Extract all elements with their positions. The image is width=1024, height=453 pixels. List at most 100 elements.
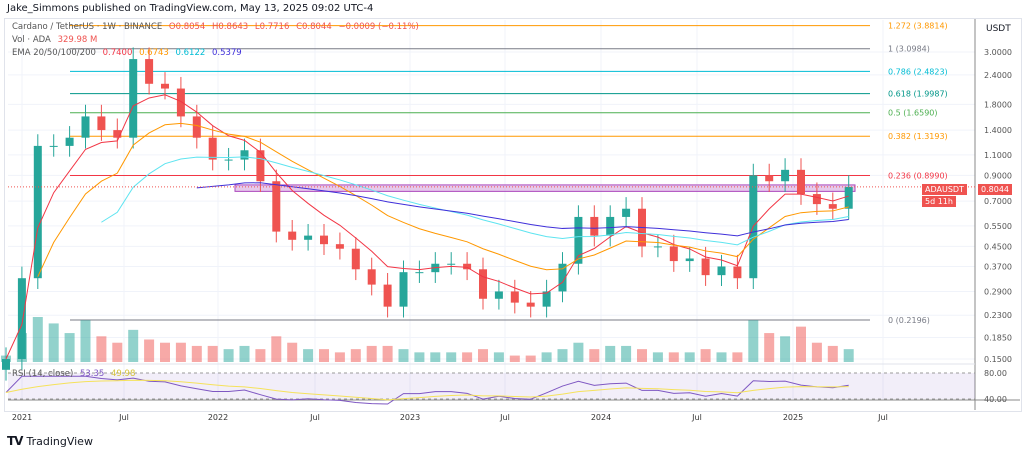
fib-label: 0 (0.2196)	[888, 316, 930, 325]
candle-body	[558, 263, 567, 292]
open-value: O0.8054	[168, 22, 206, 32]
candle-body	[17, 278, 26, 359]
ema50-value: 0.6743	[139, 48, 169, 58]
volume-bar	[303, 349, 314, 362]
y-tick-label: 0.2300	[984, 311, 1012, 320]
symbol-legend: Cardano / TetherUS · 1W · BINANCE O0.805…	[12, 22, 423, 32]
volume-bar	[843, 349, 854, 362]
y-tick-label: 0.7000	[984, 197, 1012, 206]
candle-body	[288, 231, 297, 240]
candle-body	[494, 291, 503, 299]
ema-line	[5, 94, 849, 360]
ema-line	[37, 122, 849, 277]
volume-bar	[764, 333, 775, 362]
ema-line	[196, 182, 849, 237]
candle-body	[2, 359, 10, 370]
resistance-zone	[234, 184, 856, 192]
volume-bar	[605, 345, 616, 362]
candle-body	[351, 248, 360, 270]
volume-bar	[589, 349, 600, 362]
volume-bar	[160, 342, 170, 362]
volume-bar	[493, 352, 504, 362]
volume-bar	[144, 339, 155, 362]
candle-body	[161, 83, 169, 89]
symbol-name[interactable]: Cardano / TetherUS · 1W · BINANCE	[12, 22, 163, 32]
volume-bar	[525, 355, 536, 362]
y-tick-label: 1.1000	[984, 151, 1012, 160]
x-tick-label: Jul	[877, 413, 888, 422]
candle-body	[81, 116, 90, 138]
volume-bar	[811, 342, 822, 362]
volume-bar	[128, 329, 139, 362]
candle-body	[145, 59, 154, 84]
volume-bar	[80, 320, 91, 362]
candle-body	[65, 137, 74, 146]
rsi-label[interactable]: RSI (14, close)	[12, 369, 74, 379]
ema200-value: 0.5379	[211, 48, 242, 58]
publish-header: Jake_Simmons published on TradingView.co…	[7, 3, 374, 14]
last-price: 0.8044	[978, 184, 1012, 195]
candle-body	[97, 116, 106, 131]
logo-text: TradingView	[26, 434, 93, 448]
volume-bar	[541, 352, 552, 362]
volume-legend: Vol · ADA 329.98 M	[12, 35, 101, 45]
rsi-legend: RSI (14, close) 53.35 49.98	[12, 369, 139, 379]
candle-body	[574, 216, 583, 264]
volume-bar	[96, 336, 107, 362]
tradingview-logo[interactable]: TV TradingView	[7, 434, 93, 448]
candle-body	[415, 272, 424, 274]
candle-body	[129, 59, 138, 138]
candle-body	[542, 291, 551, 307]
volume-bar	[796, 326, 806, 362]
y-tick-label: 1.4000	[984, 126, 1012, 135]
x-tick-label: Jul	[691, 413, 702, 422]
candle-body	[844, 186, 853, 209]
volume-bar	[271, 336, 282, 362]
volume-value: 329.98 M	[57, 35, 98, 45]
volume-bar	[175, 342, 186, 362]
candle-body	[320, 235, 328, 245]
candle-body	[781, 169, 790, 182]
fib-label: 0.618 (1.9987)	[888, 90, 948, 99]
volume-bar	[462, 352, 473, 362]
candle-body	[765, 175, 774, 182]
y-tick-label: 3.0000	[984, 48, 1012, 57]
fib-label: 1 (3.0984)	[888, 45, 930, 54]
candle-body	[717, 266, 726, 276]
candle-body	[335, 244, 344, 249]
volume-bar	[366, 345, 377, 362]
fib-label: 1.272 (3.8814)	[888, 22, 948, 31]
ema-label[interactable]: EMA 20/50/100/200	[12, 48, 96, 58]
volume-bar	[48, 323, 59, 362]
candle-body	[701, 258, 710, 276]
x-tick-label: 2025	[783, 413, 803, 422]
volume-label[interactable]: Vol · ADA	[12, 35, 51, 45]
volume-bar	[319, 349, 329, 362]
volume-bar	[382, 345, 393, 362]
candle-body	[622, 208, 631, 217]
rsi-tick-label: 80.00	[984, 369, 1007, 378]
candle-body	[590, 216, 599, 236]
candle-body	[510, 291, 519, 303]
y-tick-label: 2.4000	[984, 71, 1012, 80]
high-value: H0.8643	[212, 22, 249, 32]
volume-bar	[684, 352, 695, 362]
candle-body	[208, 137, 217, 160]
close-value: C0.8044	[296, 22, 332, 32]
volume-bar	[478, 349, 488, 362]
x-tick-label: 2022	[208, 413, 228, 422]
volume-bar	[239, 345, 250, 362]
change-value: −0.0009 (−0.11%)	[338, 22, 419, 32]
symbol-badge: ADAUSDT	[922, 184, 967, 195]
axis-unit[interactable]: USDT	[986, 24, 1011, 34]
rsi-ma-line	[5, 379, 849, 401]
volume-bar	[112, 342, 123, 362]
volume-bar	[716, 352, 727, 362]
y-tick-label: 0.3700	[984, 262, 1012, 271]
volume-bar	[573, 342, 584, 362]
volume-bar	[350, 349, 361, 362]
volume-bar	[255, 349, 266, 362]
volume-bar	[287, 342, 298, 362]
candle-body	[272, 181, 281, 232]
